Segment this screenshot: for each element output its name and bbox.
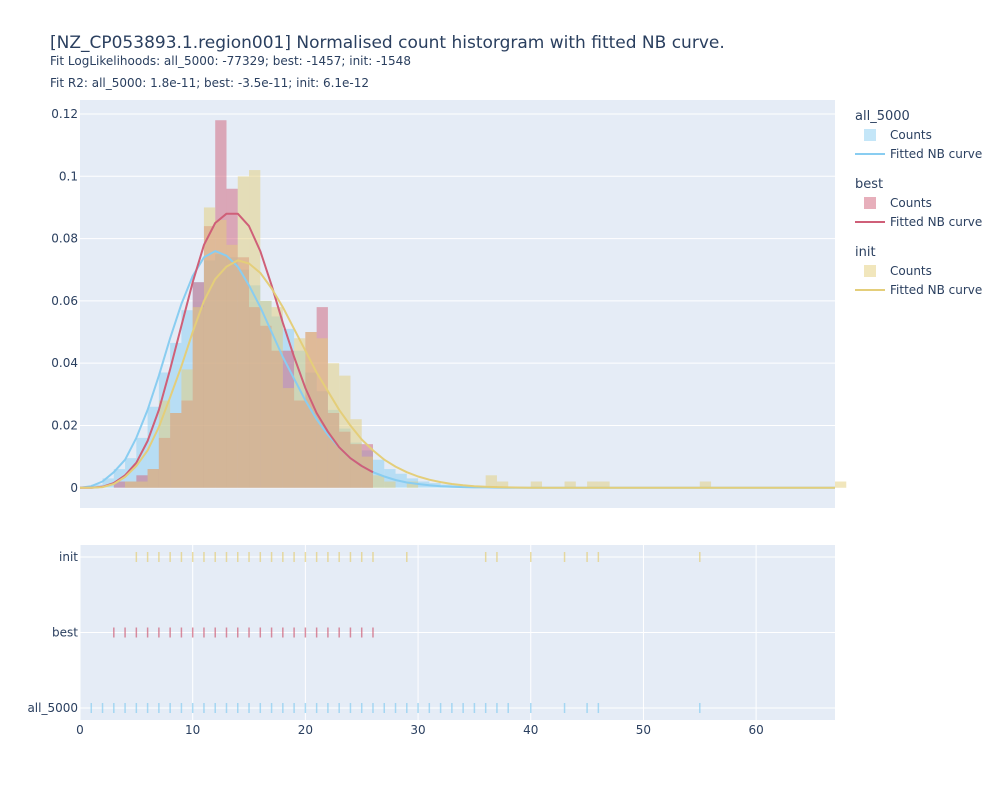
loglikelihood-subtitle: Fit LogLikelihoods: all_5000: -77329; be… bbox=[50, 54, 411, 68]
histogram-bar-init[interactable] bbox=[294, 338, 306, 488]
histogram-bar-init[interactable] bbox=[249, 170, 261, 488]
legend-swatch-counts[interactable] bbox=[864, 129, 876, 141]
chart-title: [NZ_CP053893.1.region001] Normalised cou… bbox=[50, 33, 725, 53]
legend-item-label: Counts bbox=[890, 264, 932, 278]
histogram-bar-all_5000[interactable] bbox=[147, 406, 159, 488]
y-tick-label: 0.06 bbox=[51, 294, 78, 308]
histogram-bar-init[interactable] bbox=[282, 388, 295, 488]
histogram-bar-init[interactable] bbox=[170, 413, 182, 488]
fitted-curve-best[interactable] bbox=[80, 212, 374, 489]
histogram-bar-init[interactable] bbox=[226, 244, 238, 488]
legend-swatch-counts[interactable] bbox=[864, 265, 876, 277]
histogram-bar-init[interactable] bbox=[406, 481, 419, 488]
rug-category-label: all_5000 bbox=[27, 701, 78, 715]
histogram-bar-init[interactable] bbox=[361, 456, 373, 488]
y-tick-label: 0.08 bbox=[51, 232, 78, 246]
legend-group-title: all_5000 bbox=[855, 109, 910, 124]
y-tick-label: 0.1 bbox=[59, 169, 78, 183]
histogram-bar-init[interactable] bbox=[147, 469, 159, 488]
histogram-bar-init[interactable] bbox=[598, 481, 610, 488]
histogram-bar-all_5000[interactable] bbox=[136, 437, 148, 488]
x-tick-label: 40 bbox=[523, 723, 538, 737]
legend-group-title: best bbox=[855, 177, 883, 192]
histogram-bar-init[interactable] bbox=[384, 481, 396, 488]
histogram-bar-init[interactable] bbox=[181, 369, 193, 488]
x-tick-label: 60 bbox=[748, 723, 763, 737]
histogram-bar-init[interactable] bbox=[327, 363, 340, 488]
histogram-bar-init[interactable] bbox=[699, 481, 712, 488]
histogram-bar-init[interactable] bbox=[316, 338, 328, 488]
r2-subtitle: Fit R2: all_5000: 1.8e-11; best: -3.5e-1… bbox=[50, 76, 370, 90]
histogram-bar-best[interactable] bbox=[113, 481, 126, 488]
histogram-bar-init[interactable] bbox=[125, 481, 137, 488]
histogram-bar-init[interactable] bbox=[564, 481, 576, 488]
histogram-bar-init[interactable] bbox=[215, 219, 227, 488]
histogram-bar-init[interactable] bbox=[587, 481, 599, 488]
legend-item-label: Fitted NB curve bbox=[890, 283, 982, 297]
y-tick-label: 0 bbox=[70, 481, 78, 495]
legend-group-title: init bbox=[855, 245, 876, 260]
x-tick-label: 10 bbox=[185, 723, 200, 737]
histogram-bar-init[interactable] bbox=[136, 481, 148, 488]
histogram-bar-init[interactable] bbox=[339, 375, 351, 488]
histogram-bar-init[interactable] bbox=[192, 307, 204, 488]
histogram-bar-init[interactable] bbox=[485, 475, 497, 488]
histogram-bar-init[interactable] bbox=[835, 481, 847, 488]
x-tick-label: 50 bbox=[636, 723, 651, 737]
y-tick-label: 0.04 bbox=[51, 356, 78, 370]
histogram-bar-init[interactable] bbox=[496, 481, 509, 488]
histogram-bar-init[interactable] bbox=[271, 307, 283, 488]
y-tick-label: 0.02 bbox=[51, 418, 78, 432]
histogram-bar-init[interactable] bbox=[350, 419, 362, 488]
x-tick-label: 20 bbox=[298, 723, 313, 737]
rug-category-label: init bbox=[59, 550, 78, 564]
histogram-bar-all_5000[interactable] bbox=[91, 484, 103, 488]
histogram-bar-all_5000[interactable] bbox=[102, 478, 114, 488]
rug-category-label: best bbox=[52, 626, 78, 640]
histogram-bar-init[interactable] bbox=[203, 207, 216, 488]
x-tick-label: 30 bbox=[410, 723, 425, 737]
legend-swatch-counts[interactable] bbox=[864, 197, 876, 209]
x-tick-label: 0 bbox=[76, 723, 84, 737]
histogram-bar-init[interactable] bbox=[260, 300, 272, 488]
histogram-bar-init[interactable] bbox=[158, 400, 171, 488]
legend-item-label: Fitted NB curve bbox=[890, 215, 982, 229]
histogram-bar-init[interactable] bbox=[530, 481, 543, 488]
histogram-bar-init[interactable] bbox=[237, 176, 250, 488]
legend-item-label: Counts bbox=[890, 196, 932, 210]
legend-item-label: Fitted NB curve bbox=[890, 147, 982, 161]
fitted-curve-init[interactable] bbox=[80, 259, 835, 489]
y-tick-label: 0.12 bbox=[51, 107, 78, 121]
legend-item-label: Counts bbox=[890, 128, 932, 142]
histogram-bar-init[interactable] bbox=[372, 475, 385, 488]
histogram-bar-all_5000[interactable] bbox=[125, 458, 137, 488]
